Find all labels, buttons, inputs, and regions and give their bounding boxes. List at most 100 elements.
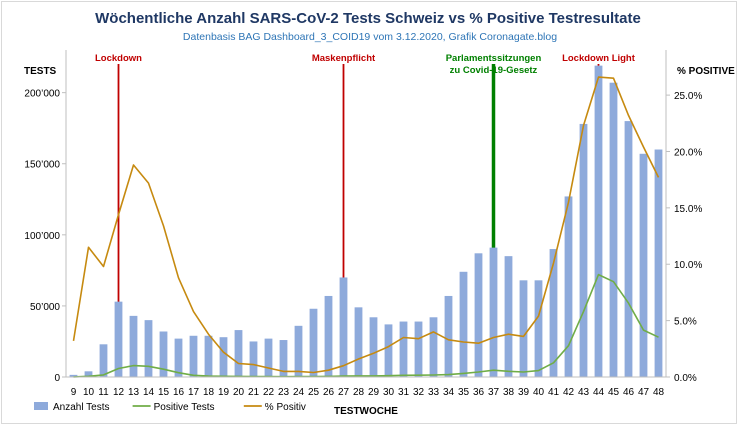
x-tick-label: 27 [338,387,350,398]
chart-subtitle: Datenbasis BAG Dashboard_3_COID19 vom 3.… [183,31,557,43]
bar-week-20 [234,330,243,377]
bar-week-48 [654,149,663,377]
x-tick-label: 29 [368,387,380,398]
x-tick-label: 9 [71,387,77,398]
bar-week-34 [444,295,453,377]
x-tick-label: 40 [533,387,545,398]
bar-week-35 [459,271,468,377]
x-tick-label: 17 [188,387,200,398]
y-right-tick-label: 5.0% [674,317,697,328]
bar-week-45 [609,82,618,377]
legend-label: Positive Tests [154,402,215,413]
bar-week-28 [354,307,363,377]
x-tick-label: 32 [413,387,425,398]
x-tick-label: 44 [593,387,605,398]
x-tick-label: 31 [398,387,410,398]
x-tick-label: 28 [353,387,365,398]
x-tick-label: 46 [623,387,635,398]
bar-week-27 [339,277,348,377]
annotation-label-3: zu Covid-19-Gesetz [450,65,538,76]
x-tick-label: 14 [143,387,155,398]
bar-week-16 [174,338,183,377]
bar-week-36 [474,253,483,377]
y-right-tick-label: 10.0% [674,260,702,271]
x-tick-label: 20 [233,387,245,398]
x-tick-label: 34 [443,387,455,398]
y-right-tick-label: 15.0% [674,204,702,215]
x-tick-label: 25 [308,387,320,398]
x-tick-label: 24 [293,387,305,398]
bar-week-42 [564,196,573,377]
x-tick-label: 23 [278,387,290,398]
x-tick-label: 47 [638,387,650,398]
y-right-tick-label: 20.0% [674,147,702,158]
x-tick-label: 48 [653,387,665,398]
x-tick-label: 26 [323,387,335,398]
x-tick-label: 35 [458,387,470,398]
y-axis-right-label: % POSITIVE [677,66,735,77]
bar-week-13 [129,315,138,377]
bar-week-38 [504,256,513,377]
x-tick-label: 33 [428,387,440,398]
x-tick-label: 38 [503,387,515,398]
series-line-positive-tests [73,273,659,378]
legend-label: % Positiv [265,402,306,413]
x-tick-label: 22 [263,387,275,398]
y-left-tick-label: 50’000 [30,302,60,313]
x-tick-label: 42 [563,387,575,398]
x-tick-label: 36 [473,387,485,398]
bar-week-12 [114,301,123,377]
bar-week-43 [579,123,588,377]
bar-week-11 [99,344,108,377]
x-tick-label: 16 [173,387,185,398]
bar-week-17 [189,335,198,377]
x-tick-label: 18 [203,387,215,398]
bar-week-26 [324,295,333,377]
bar-week-39 [519,280,528,377]
bar-week-32 [414,321,423,377]
bar-week-33 [429,317,438,377]
bar-week-15 [159,331,168,377]
bar-week-46 [624,121,633,377]
y-left-tick-label: 100’000 [24,231,60,242]
bar-week-44 [594,65,603,377]
y-left-tick-label: 0 [54,373,60,384]
x-tick-label: 45 [608,387,620,398]
bar-week-47 [639,153,648,377]
x-tick-label: 43 [578,387,590,398]
bar-week-37 [489,247,498,377]
bar-week-9 [69,374,78,377]
y-right-tick-label: 0.0% [674,373,697,384]
annotation-label-1: Lockdown [95,53,142,64]
x-tick-label: 11 [98,387,109,398]
legend-label: Anzahl Tests [53,402,110,413]
bar-week-24 [294,325,303,377]
bar-week-41 [549,249,558,377]
bar-week-19 [219,337,228,377]
x-tick-label: 37 [488,387,500,398]
x-tick-label: 12 [113,387,125,398]
bar-week-31 [399,321,408,377]
legend-swatch-bar [34,402,48,410]
bar-week-10 [84,371,93,377]
bar-week-30 [384,324,393,377]
x-tick-label: 39 [518,387,530,398]
bar-week-14 [144,320,153,377]
bar-week-21 [249,341,258,377]
x-tick-label: 30 [383,387,395,398]
y-left-tick-label: 200’000 [24,89,60,100]
x-tick-label: 19 [218,387,230,398]
bar-week-22 [264,338,273,377]
bar-week-23 [279,340,288,377]
bar-week-29 [369,317,378,377]
series-line-percent-positive [72,76,660,374]
x-tick-label: 10 [83,387,95,398]
x-tick-label: 21 [248,387,260,398]
x-tick-label: 15 [158,387,170,398]
annotation-label-3: Parlamentssitzungen [446,53,542,64]
annotation-label-4: Lockdown Light [562,53,636,64]
bar-week-25 [309,308,318,377]
x-tick-label: 41 [548,387,560,398]
